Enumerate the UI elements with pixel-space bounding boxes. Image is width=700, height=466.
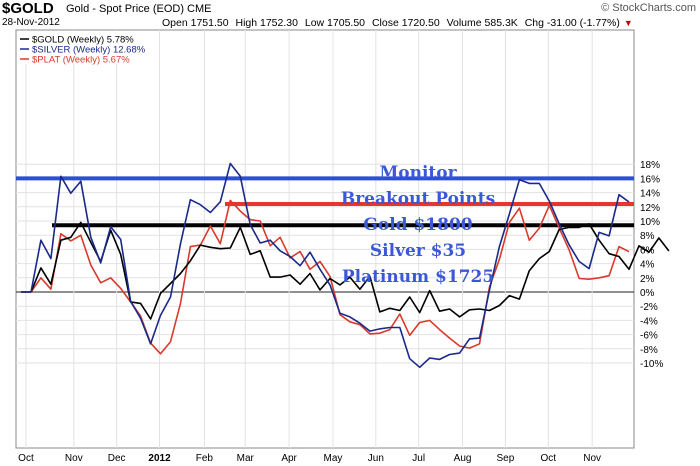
- legend-label: $PLAT (Weekly) 5.67%: [32, 55, 130, 66]
- x-tick-label: Jul: [412, 453, 425, 464]
- x-tick-label: Jun: [368, 453, 384, 464]
- open-value: Open 1751.50: [162, 17, 229, 29]
- y-tick-label: -10%: [640, 359, 663, 370]
- volume-value: Volume 585.3K: [446, 17, 518, 29]
- x-tick-label: Nov: [65, 453, 83, 464]
- series-line: [21, 199, 630, 355]
- y-tick-label: -8%: [640, 345, 658, 356]
- y-tick-label: 10%: [640, 217, 660, 228]
- y-tick-label: 14%: [640, 189, 660, 200]
- x-tick-label: Mar: [237, 453, 255, 464]
- x-tick-label: Dec: [108, 453, 126, 464]
- y-tick-label: -2%: [640, 302, 658, 313]
- x-tick-label: May: [324, 453, 343, 464]
- x-tick-label: Sep: [497, 453, 515, 464]
- y-tick-label: 18%: [640, 160, 660, 171]
- x-tick-label: Oct: [540, 453, 556, 464]
- y-tick-label: 0%: [640, 288, 655, 299]
- watermark: © StockCharts.com: [601, 2, 696, 14]
- annotation-line: Breakout Points: [341, 189, 495, 209]
- ohlc-readout: Open 1751.50 High 1752.30 Low 1705.50 Cl…: [162, 17, 637, 29]
- x-tick-label: Nov: [583, 453, 601, 464]
- y-tick-label: 12%: [640, 203, 660, 214]
- ticker-symbol: $GOLD: [2, 0, 54, 17]
- series-line: [21, 162, 630, 369]
- instrument-name: Gold - Spot Price (EOD) CME: [66, 3, 212, 15]
- y-tick-label: 8%: [640, 231, 655, 242]
- y-tick-label: -6%: [640, 331, 658, 342]
- y-tick-label: 4%: [640, 260, 655, 271]
- close-value: Close 1720.50: [371, 17, 440, 29]
- x-tick-label: 2012: [148, 453, 171, 464]
- x-tick-label: Feb: [196, 453, 214, 464]
- annotation-line: Platinum $1725: [342, 267, 494, 287]
- legend-box: [17, 31, 142, 64]
- x-tick-label: Aug: [454, 453, 472, 464]
- annotation-line: Gold $1800: [363, 215, 472, 235]
- chart-header: $GOLD Gold - Spot Price (EOD) CME 28-Nov…: [0, 0, 700, 30]
- high-value: High 1752.30: [235, 17, 298, 29]
- x-tick-label: Oct: [18, 453, 34, 464]
- plot-frame: [15, 29, 635, 449]
- low-value: Low 1705.50: [304, 17, 366, 29]
- change-value: Chg -31.00 (-1.77%): [524, 17, 620, 29]
- x-tick-label: Apr: [281, 453, 297, 464]
- chart-date: 28-Nov-2012: [2, 17, 60, 28]
- y-tick-label: 2%: [640, 274, 655, 285]
- down-arrow-icon: ▼: [623, 18, 633, 28]
- y-tick-label: -4%: [640, 316, 658, 327]
- annotation-line: Monitor: [379, 163, 457, 183]
- legend-label: $GOLD (Weekly) 5.78%: [32, 35, 134, 46]
- legend-label: $SILVER (Weekly) 12.68%: [32, 45, 146, 56]
- annotation-line: Silver $35: [370, 241, 466, 261]
- y-tick-label: 16%: [640, 174, 660, 185]
